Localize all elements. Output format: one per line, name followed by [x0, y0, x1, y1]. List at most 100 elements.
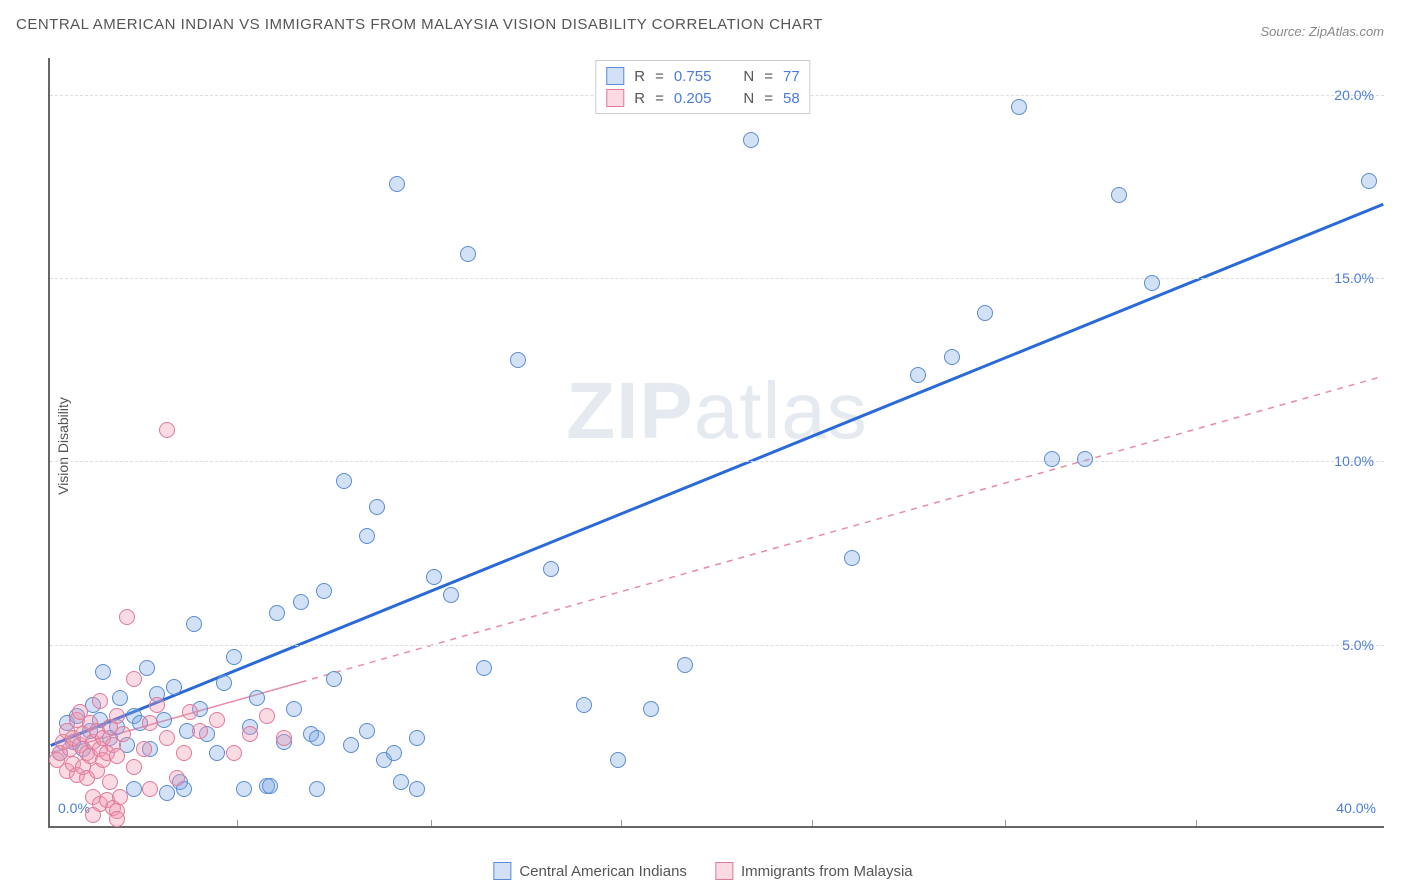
point-malaysia	[159, 422, 175, 438]
legend-r-label: R	[634, 68, 645, 85]
point-malaysia	[182, 704, 198, 720]
point-central-american	[216, 675, 232, 691]
y-tick-label: 20.0%	[1334, 87, 1374, 103]
x-tick-minor	[1196, 820, 1197, 826]
gridline-h	[50, 278, 1384, 279]
point-malaysia	[242, 726, 258, 742]
legend-correlation: R=0.755N=77R=0.205N=58	[595, 60, 810, 114]
point-central-american	[1144, 275, 1160, 291]
point-central-american	[510, 352, 526, 368]
point-malaysia	[126, 759, 142, 775]
legend-corr-row: R=0.755N=77	[606, 65, 799, 87]
point-central-american	[1077, 451, 1093, 467]
point-malaysia	[92, 693, 108, 709]
point-central-american	[543, 561, 559, 577]
point-malaysia	[109, 708, 125, 724]
point-central-american	[1111, 187, 1127, 203]
point-central-american	[359, 723, 375, 739]
point-central-american	[910, 367, 926, 383]
point-central-american	[139, 660, 155, 676]
point-malaysia	[149, 697, 165, 713]
point-central-american	[226, 649, 242, 665]
point-central-american	[343, 737, 359, 753]
legend-series: Central American Indians Immigrants from …	[493, 862, 912, 880]
legend-series-label: Immigrants from Malaysia	[741, 863, 913, 880]
legend-swatch	[493, 862, 511, 880]
point-central-american	[112, 690, 128, 706]
gridline-h	[50, 645, 1384, 646]
point-central-american	[844, 550, 860, 566]
point-malaysia	[142, 715, 158, 731]
point-central-american	[386, 745, 402, 761]
x-tick-minor	[237, 820, 238, 826]
point-malaysia	[102, 774, 118, 790]
legend-r-value: 0.755	[674, 68, 712, 85]
legend-series-item: Central American Indians	[493, 862, 687, 880]
legend-swatch	[606, 67, 624, 85]
point-central-american	[389, 176, 405, 192]
legend-series-label: Central American Indians	[519, 863, 687, 880]
x-tick-minor	[812, 820, 813, 826]
x-tick-label: 40.0%	[1336, 800, 1376, 816]
point-malaysia	[159, 730, 175, 746]
source-label: Source: ZipAtlas.com	[1260, 24, 1384, 39]
point-central-american	[336, 473, 352, 489]
legend-r-value: 0.205	[674, 90, 712, 107]
x-tick-minor	[621, 820, 622, 826]
point-malaysia	[136, 741, 152, 757]
point-malaysia	[109, 811, 125, 827]
y-tick-label: 15.0%	[1334, 270, 1374, 286]
point-central-american	[476, 660, 492, 676]
watermark: ZIPatlas	[566, 365, 867, 457]
legend-n-label: N	[743, 68, 754, 85]
point-central-american	[426, 569, 442, 585]
point-central-american	[186, 616, 202, 632]
legend-eq: =	[655, 68, 664, 85]
point-malaysia	[276, 730, 292, 746]
point-malaysia	[192, 723, 208, 739]
regression-line-dashed	[301, 376, 1384, 682]
point-malaysia	[126, 671, 142, 687]
x-tick-minor	[1005, 820, 1006, 826]
point-central-american	[1361, 173, 1377, 189]
legend-n-label: N	[743, 90, 754, 107]
point-central-american	[643, 701, 659, 717]
point-central-american	[316, 583, 332, 599]
point-malaysia	[169, 770, 185, 786]
legend-eq: =	[764, 90, 773, 107]
point-central-american	[262, 778, 278, 794]
point-central-american	[460, 246, 476, 262]
legend-n-value: 58	[783, 90, 800, 107]
point-central-american	[443, 587, 459, 603]
point-central-american	[359, 528, 375, 544]
point-malaysia	[115, 726, 131, 742]
point-central-american	[944, 349, 960, 365]
point-malaysia	[142, 781, 158, 797]
regression-line-solid	[51, 204, 1384, 745]
legend-eq: =	[764, 68, 773, 85]
point-central-american	[1044, 451, 1060, 467]
x-tick-minor	[431, 820, 432, 826]
point-central-american	[677, 657, 693, 673]
point-central-american	[409, 730, 425, 746]
point-central-american	[610, 752, 626, 768]
point-central-american	[309, 730, 325, 746]
point-central-american	[576, 697, 592, 713]
point-malaysia	[259, 708, 275, 724]
point-malaysia	[226, 745, 242, 761]
point-central-american	[409, 781, 425, 797]
point-malaysia	[119, 609, 135, 625]
point-central-american	[286, 701, 302, 717]
point-central-american	[977, 305, 993, 321]
point-central-american	[166, 679, 182, 695]
point-malaysia	[176, 745, 192, 761]
y-tick-label: 10.0%	[1334, 453, 1374, 469]
legend-r-label: R	[634, 90, 645, 107]
point-central-american	[236, 781, 252, 797]
point-central-american	[95, 664, 111, 680]
legend-series-item: Immigrants from Malaysia	[715, 862, 913, 880]
point-malaysia	[209, 712, 225, 728]
point-central-american	[249, 690, 265, 706]
point-malaysia	[112, 789, 128, 805]
point-central-american	[309, 781, 325, 797]
